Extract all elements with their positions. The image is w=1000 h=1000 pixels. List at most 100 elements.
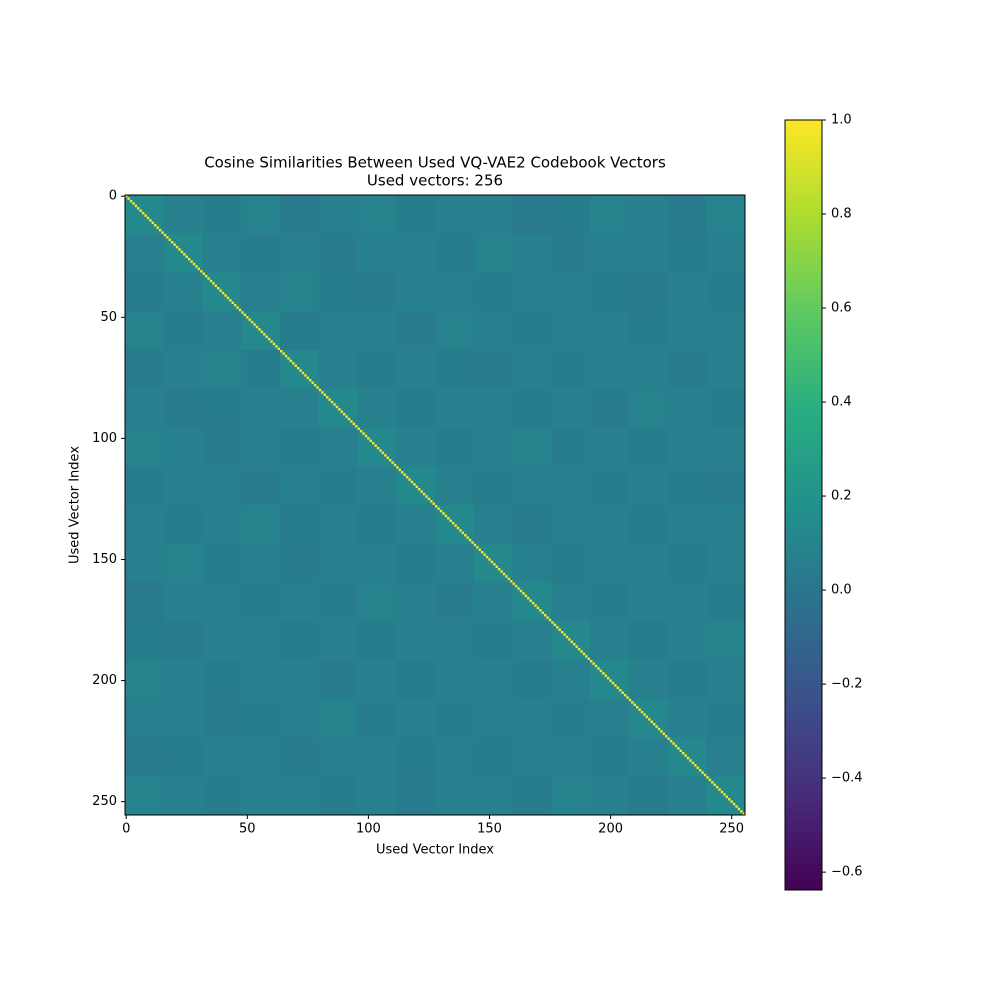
diagonal-cell bbox=[149, 219, 152, 222]
heatmap-cell bbox=[628, 582, 668, 622]
heatmap-cell bbox=[551, 195, 591, 235]
heatmap bbox=[125, 195, 746, 816]
diagonal-cell bbox=[660, 730, 663, 733]
diagonal-cell bbox=[156, 226, 159, 229]
diagonal-cell bbox=[616, 686, 620, 690]
heatmap-cell bbox=[202, 660, 242, 700]
heatmap-cell bbox=[706, 350, 746, 390]
heatmap-cell bbox=[435, 427, 475, 467]
heatmap-cell bbox=[512, 543, 552, 583]
heatmap-cell bbox=[667, 350, 707, 390]
diagonal-cell bbox=[217, 287, 220, 290]
diagonal-cell bbox=[483, 553, 486, 556]
heatmap-cell bbox=[590, 698, 630, 738]
diagonal-cell bbox=[275, 345, 278, 348]
diagonal-cell bbox=[229, 299, 232, 302]
heatmap-cell bbox=[125, 233, 165, 273]
heatmap-cell bbox=[473, 660, 513, 700]
heatmap-cell bbox=[163, 388, 203, 428]
diagonal-cell bbox=[384, 454, 387, 457]
diagonal-cell bbox=[606, 676, 610, 680]
colorbar-tick-label: 0.0 bbox=[831, 583, 852, 598]
diagonal-cell bbox=[168, 238, 172, 242]
diagonal-cell bbox=[146, 216, 150, 220]
heatmap-cell bbox=[667, 427, 707, 467]
heatmap-cell bbox=[396, 660, 436, 700]
diagonal-cell bbox=[425, 495, 428, 498]
heatmap-cell bbox=[396, 427, 436, 467]
diagonal-cell bbox=[568, 638, 571, 641]
diagonal-cell bbox=[669, 739, 673, 743]
heatmap-cell bbox=[706, 311, 746, 351]
diagonal-cell bbox=[306, 376, 310, 380]
diagonal-cell bbox=[539, 609, 542, 612]
heatmap-cell bbox=[163, 698, 203, 738]
heatmap-cell bbox=[551, 698, 591, 738]
diagonal-cell bbox=[345, 415, 348, 418]
diagonal-cell bbox=[505, 575, 508, 578]
diagonal-cell bbox=[694, 764, 697, 767]
diagonal-cell bbox=[442, 512, 445, 515]
y-tick-label: 0 bbox=[109, 189, 117, 204]
diagonal-cell bbox=[280, 350, 283, 353]
heatmap-cell bbox=[628, 466, 668, 506]
heatmap-cell bbox=[512, 350, 552, 390]
diagonal-cell bbox=[415, 485, 419, 489]
diagonal-cell bbox=[623, 693, 627, 697]
diagonal-cell bbox=[471, 541, 474, 544]
diagonal-cell bbox=[192, 262, 196, 266]
heatmap-cell bbox=[163, 776, 203, 816]
heatmap-cell bbox=[318, 737, 358, 777]
diagonal-cell bbox=[178, 248, 181, 251]
diagonal-cell bbox=[493, 563, 496, 566]
heatmap-cell bbox=[473, 505, 513, 545]
diagonal-cell bbox=[301, 371, 305, 375]
heatmap-cell bbox=[280, 388, 320, 428]
diagonal-cell bbox=[296, 366, 300, 370]
diagonal-cell bbox=[437, 507, 440, 510]
diagonal-cell bbox=[476, 546, 479, 549]
colorbar-tick-label: 0.2 bbox=[831, 489, 852, 504]
diagonal-cell bbox=[355, 425, 358, 428]
diagonal-cell bbox=[473, 543, 477, 547]
heatmap-cell bbox=[435, 737, 475, 777]
heatmap-cell bbox=[280, 698, 320, 738]
heatmap-cell bbox=[628, 505, 668, 545]
heatmap-cell bbox=[202, 466, 242, 506]
diagonal-cell bbox=[185, 255, 188, 258]
diagonal-cell bbox=[512, 582, 515, 585]
diagonal-cell bbox=[204, 274, 208, 278]
heatmap-cell bbox=[706, 582, 746, 622]
heatmap-cell bbox=[473, 311, 513, 351]
heatmap-cell bbox=[357, 621, 397, 661]
diagonal-cell bbox=[250, 320, 254, 324]
heatmap-cell bbox=[125, 543, 165, 583]
heatmap-cell bbox=[512, 466, 552, 506]
heatmap-cell bbox=[163, 350, 203, 390]
colorbar-tick-label: −0.6 bbox=[831, 865, 863, 880]
heatmap-cell bbox=[551, 505, 591, 545]
heatmap-cell bbox=[125, 466, 165, 506]
diagonal-cell bbox=[248, 318, 251, 321]
heatmap-cell bbox=[512, 505, 552, 545]
diagonal-cell bbox=[691, 761, 695, 765]
diagonal-cell bbox=[551, 621, 554, 624]
heatmap-cell bbox=[706, 388, 746, 428]
diagonal-cell bbox=[284, 354, 288, 358]
heatmap-cell bbox=[396, 505, 436, 545]
diagonal-cell bbox=[662, 732, 666, 736]
diagonal-cell bbox=[379, 449, 382, 452]
diagonal-cell bbox=[686, 756, 690, 760]
diagonal-cell bbox=[592, 662, 595, 665]
diagonal-cell bbox=[730, 800, 733, 803]
heatmap-cell bbox=[241, 698, 281, 738]
diagonal-cell bbox=[367, 437, 370, 440]
heatmap-cell bbox=[628, 660, 668, 700]
heatmap-cell bbox=[435, 621, 475, 661]
diagonal-cell bbox=[602, 672, 605, 675]
diagonal-cell bbox=[154, 224, 157, 227]
x-tick-label: 100 bbox=[356, 822, 381, 837]
diagonal-cell bbox=[233, 303, 237, 307]
diagonal-cell bbox=[427, 497, 431, 501]
diagonal-cell bbox=[435, 505, 438, 508]
